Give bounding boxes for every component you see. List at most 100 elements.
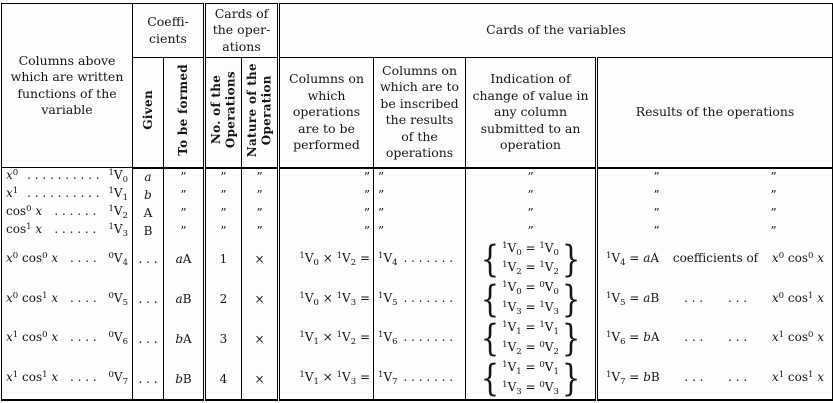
part: . . . . [70, 330, 97, 344]
superscript: 0 [42, 250, 48, 261]
ditto-mark: ” [256, 170, 263, 184]
justified-parts: x1 cos0 x. . . . 0V6 [2, 330, 132, 347]
part: 1V6 = bA [606, 330, 660, 347]
subscript: 2 [122, 211, 128, 221]
text-segment: . . . . [69, 250, 97, 265]
text-segment: cos [6, 204, 27, 218]
ditto-mark: ” [180, 170, 187, 184]
superscript: 1 [42, 290, 48, 301]
header-to-be-formed: To be formed [163, 57, 205, 169]
header-no-of-operations: No. of the Operations [203, 57, 242, 169]
table-row: x1. . . . . . . . . . 1V1 b”””””””” [1, 185, 833, 204]
superscript: 0 [12, 250, 19, 261]
subscript: 0 [313, 257, 319, 268]
subscript: 2 [553, 267, 559, 278]
cell-r4-c5: ” [240, 221, 280, 240]
left-brace: { [480, 277, 500, 320]
superscript: 1 [808, 370, 814, 381]
superscript: 0 [539, 280, 545, 291]
brace-line: 1V2 = 0V2 [502, 339, 559, 359]
text-segment: B [182, 371, 192, 386]
cell-r6-c7: 1V5 . . . . . . . [373, 279, 467, 320]
cell-r5-c1: x0 cos0 x. . . . 0V4 [1, 239, 133, 280]
cell-r3-c1: cos0 x . . . . . . 1V2 [1, 203, 133, 222]
superscript: 1 [378, 290, 384, 301]
part: x0 cos0 x [772, 251, 824, 265]
text-segment: V [304, 370, 314, 385]
superscript: 1 [378, 330, 384, 341]
ditto-mark: ” [770, 205, 777, 220]
cell-r2-c1: x1. . . . . . . . . . 1V1 [1, 185, 133, 204]
ditto-mark: ” [363, 187, 371, 202]
text-segment: . . . . . . . . . . [27, 186, 100, 200]
brace-line: 1V1 = 0V1 [502, 359, 559, 379]
ditto-mark: ” [256, 223, 263, 238]
text-segment: V [383, 330, 393, 345]
part: 1V1 [108, 186, 128, 203]
text-segment: = [521, 240, 540, 255]
subscript: 0 [553, 247, 559, 258]
subscript: 2 [516, 267, 522, 278]
text-segment: V [113, 204, 123, 218]
cell-r4-c6: ” [277, 221, 375, 240]
text-segment: V [113, 250, 123, 265]
table-header: Columns above which are written function… [1, 3, 833, 169]
cell-r5-c8: {1V0 = 1V0 1V2 = 1V2} [465, 237, 598, 281]
part: . . . . [70, 251, 97, 265]
cell-r5-c6: 1V0 × 1V2 = [277, 239, 375, 280]
ditto-mark: ” [527, 170, 534, 184]
justified-parts: 1V4 = aA coefficients of x0 cos0 x [598, 251, 832, 268]
superscript: 0 [42, 330, 48, 341]
text-segment: x [6, 250, 13, 265]
text-segment: B [182, 292, 192, 307]
part: 1V4 = aA [606, 251, 659, 268]
cell-r2-c2: b [132, 185, 164, 204]
subscript: 0 [516, 247, 522, 258]
cell-r7-c9: 1V6 = bA. . .. . . x1 cos0 x [595, 319, 833, 359]
cell-r8-c1: x1 cos1 x. . . . 0V7 [1, 358, 133, 400]
cell-r5-c2: . . . [132, 239, 164, 280]
text-segment: x [771, 330, 779, 345]
header-nature-of-operation-label: Nature of the Operation [245, 62, 274, 158]
superscript: 1 [606, 370, 612, 381]
text-segment: × [254, 252, 265, 267]
subscript: 3 [350, 297, 357, 308]
right-brace: } [561, 237, 581, 281]
superscript: 1 [378, 370, 384, 381]
table-row: x0 cos0 x. . . . 0V4. . . aA 1 × 1V0 × 1V2 = 1… [1, 237, 833, 281]
superscript: 0 [539, 379, 545, 390]
superscript: 0 [26, 204, 32, 214]
superscript: 1 [336, 290, 343, 301]
justified-parts: x0 cos1 x. . . . 0V5 [2, 291, 132, 308]
text-segment: V [113, 222, 123, 236]
text-segment: b [643, 370, 651, 385]
cell-r8-c6: 1V1 × 1V3 = [277, 358, 375, 400]
superscript: 1 [502, 320, 508, 331]
subscript: 2 [516, 346, 522, 357]
text-segment: × [254, 292, 265, 307]
text-segment: B [650, 370, 660, 385]
text-segment: V [611, 370, 621, 385]
cell-r7-c8: {1V1 = 1V1 1V2 = 0V2} [465, 319, 598, 359]
ditto-mark: ” [220, 187, 227, 202]
part: . . . . . . . . . . [27, 168, 99, 182]
superscript: 1 [108, 168, 114, 179]
subscript: 5 [620, 297, 626, 308]
part: . . . . . . [54, 204, 96, 218]
text-segment: a [643, 250, 651, 265]
text-segment: V [507, 359, 517, 374]
cell-r7-c2: . . . [132, 319, 164, 359]
part: x0 cos1 x [772, 291, 824, 305]
subscript: 1 [313, 337, 319, 348]
part: . . . [684, 330, 703, 344]
justified-parts: x0 cos0 x. . . . 0V4 [2, 251, 132, 268]
text-segment: x [6, 290, 13, 305]
text-segment: cos [784, 330, 809, 345]
group-header-row: Columns above which are written function… [1, 3, 833, 168]
text-segment: V [544, 320, 554, 335]
superscript: 0 [778, 290, 785, 301]
superscript: 1 [12, 370, 19, 381]
superscript: 1 [26, 222, 32, 232]
cell-r6-c4: 2 [203, 279, 242, 320]
ditto-mark: ” [653, 170, 660, 184]
